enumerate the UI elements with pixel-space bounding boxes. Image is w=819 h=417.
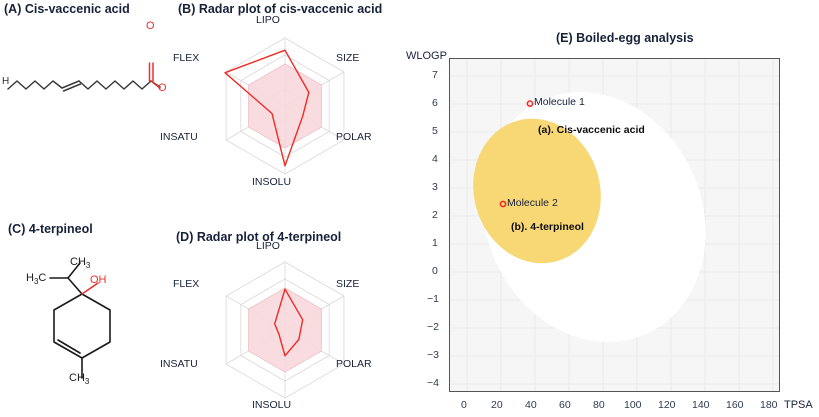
y-tick-1: 1 bbox=[432, 237, 438, 249]
atom-label-h-a: H bbox=[2, 76, 10, 87]
radar-b-axis-polar: POLAR bbox=[336, 131, 372, 143]
panel-a-title: (A) Cis-vaccenic acid bbox=[4, 2, 130, 16]
x-axis-title-tpsa: TPSA bbox=[784, 399, 813, 411]
panel-d-title: (D) Radar plot of 4-terpineol bbox=[176, 230, 342, 244]
x-tick-40: 40 bbox=[525, 399, 537, 411]
boiled-egg-plot-area bbox=[449, 58, 780, 392]
x-tick-80: 80 bbox=[593, 399, 605, 411]
structure-4-terpineol bbox=[10, 250, 170, 410]
radar-b-axis-size: SIZE bbox=[336, 52, 360, 64]
y-tick-neg3: −3 bbox=[427, 349, 439, 361]
y-tick-neg2: −2 bbox=[427, 321, 439, 333]
molecule-2-label: Molecule 2 bbox=[507, 197, 558, 209]
atom-label-o-carbonyl: O bbox=[146, 20, 155, 32]
x-tick-160: 160 bbox=[726, 399, 744, 411]
x-tick-100: 100 bbox=[624, 399, 642, 411]
y-tick-3: 3 bbox=[432, 181, 438, 193]
y-tick-6: 6 bbox=[432, 97, 438, 109]
radar-d-axis-lipo: LIPO bbox=[256, 240, 280, 252]
radar-b-axis-flex: FLEX bbox=[173, 52, 200, 64]
x-tick-120: 120 bbox=[658, 399, 676, 411]
radar-b-axis-lipo: LIPO bbox=[256, 14, 280, 26]
y-tick-0: 0 bbox=[432, 265, 438, 277]
panel-b-title: (B) Radar plot of cis-vaccenic acid bbox=[178, 2, 383, 16]
atom-label-oh: OH bbox=[90, 274, 107, 286]
y-tick-7: 7 bbox=[432, 69, 438, 81]
radar-plot-4-terpineol bbox=[190, 252, 380, 412]
atom-label-o-hydroxyl: O bbox=[158, 82, 167, 94]
x-tick-60: 60 bbox=[559, 399, 571, 411]
atom-label-ch3-top: CH3 bbox=[70, 256, 91, 271]
molecule-2-annotation: (b). 4-terpineol bbox=[511, 221, 584, 233]
radar-b-axis-insolu: INSOLU bbox=[252, 176, 292, 188]
x-tick-180: 180 bbox=[760, 399, 778, 411]
radar-b-axis-insatu: INSATU bbox=[160, 131, 198, 143]
radar-d-axis-insatu: INSATU bbox=[160, 358, 198, 370]
structure-cis-vaccenic-acid bbox=[0, 40, 180, 115]
y-axis-title-wlogp: WLOGP bbox=[406, 50, 447, 62]
x-tick-20: 20 bbox=[491, 399, 503, 411]
y-tick-5: 5 bbox=[432, 125, 438, 137]
molecule-1-label: Molecule 1 bbox=[534, 96, 585, 108]
radar-d-axis-size: SIZE bbox=[336, 278, 360, 290]
y-tick-neg4: −4 bbox=[427, 377, 439, 389]
radar-d-axis-flex: FLEX bbox=[173, 278, 200, 290]
y-tick-4: 4 bbox=[432, 153, 438, 165]
atom-label-ch3-bottom: CH3 bbox=[69, 372, 90, 387]
molecule-1-annotation: (a). Cis-vaccenic acid bbox=[538, 124, 645, 136]
data-point-molecule-1 bbox=[526, 100, 534, 107]
data-point-molecule-2 bbox=[499, 200, 507, 208]
y-tick-neg1: −1 bbox=[427, 293, 439, 305]
radar-d-axis-polar: POLAR bbox=[336, 358, 372, 370]
radar-d-axis-insolu: INSOLU bbox=[252, 399, 292, 411]
y-tick-2: 2 bbox=[432, 209, 438, 221]
x-tick-140: 140 bbox=[692, 399, 710, 411]
panel-e-title: (E) Boiled-egg analysis bbox=[556, 31, 694, 45]
x-tick-0: 0 bbox=[461, 399, 467, 411]
panel-c-title: (C) 4-terpineol bbox=[8, 222, 93, 236]
radar-plot-cis-vaccenic-acid bbox=[190, 28, 380, 188]
atom-label-h3c-left: H3C bbox=[26, 272, 47, 287]
